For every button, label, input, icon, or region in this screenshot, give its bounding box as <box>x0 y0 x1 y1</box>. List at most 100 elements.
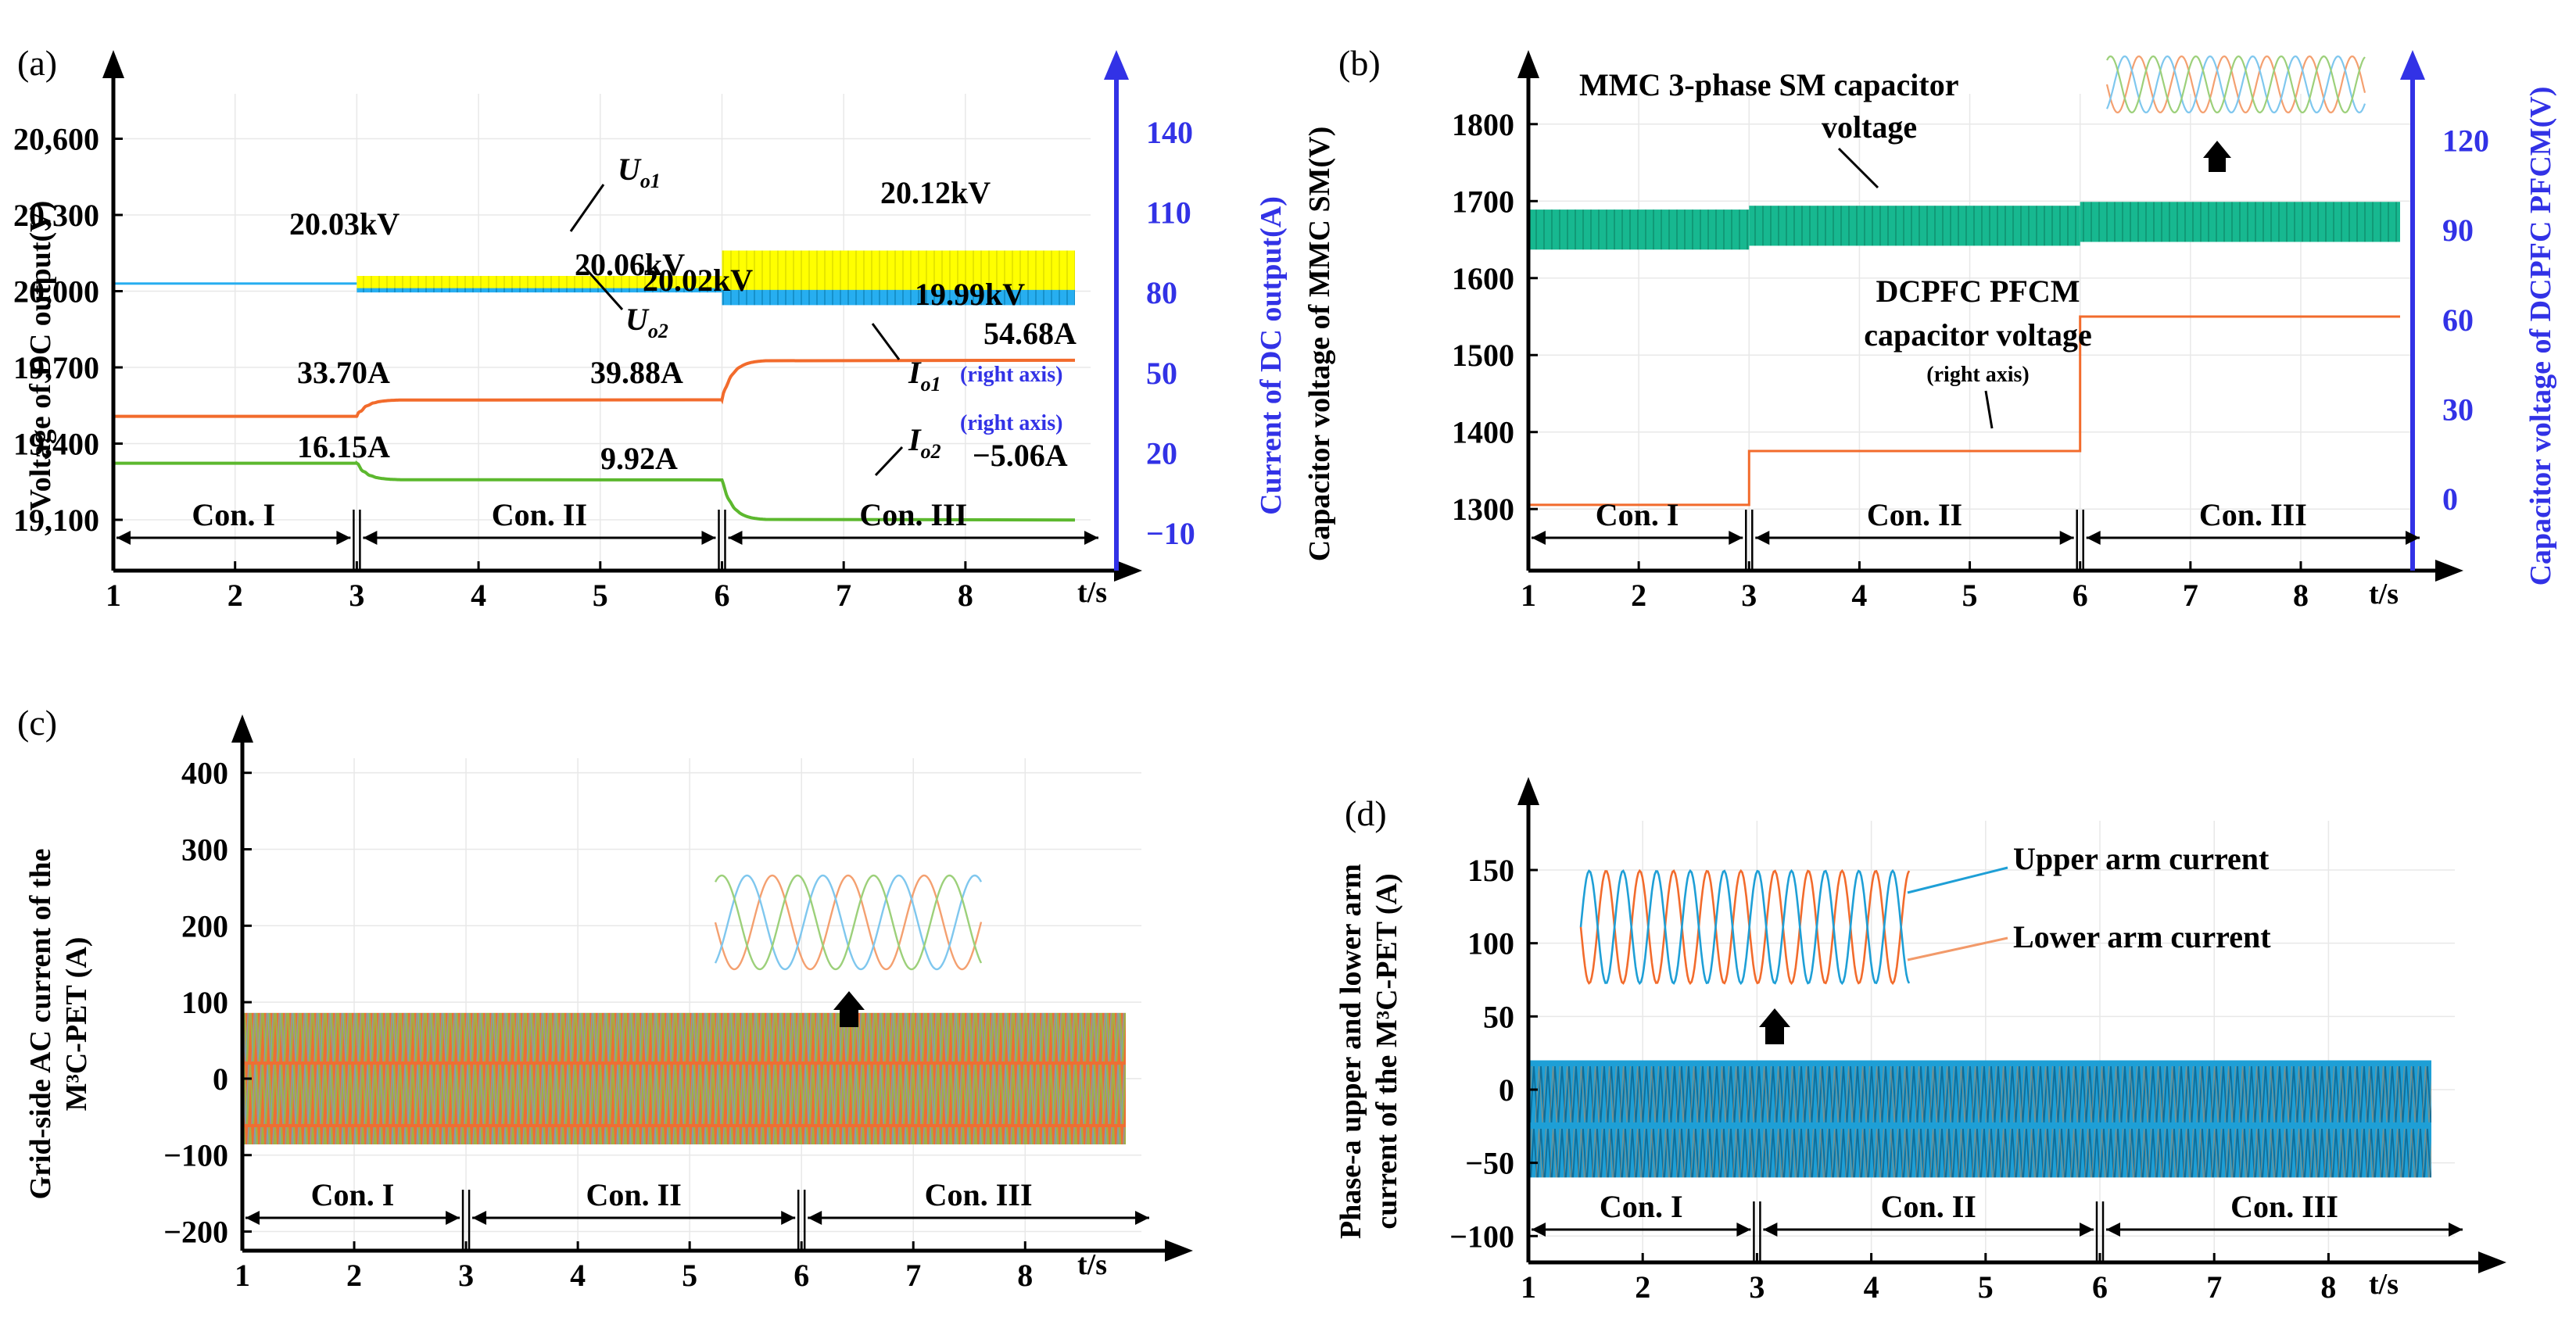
annot-a-33-70a: 33.70A <box>297 355 390 390</box>
x-tick-c-3: 3 <box>458 1258 474 1293</box>
inset-b-wave-1 <box>2105 55 2366 114</box>
x-tick-a-8: 8 <box>958 578 973 613</box>
y2-tick-a-3: 50 <box>1146 356 1177 391</box>
y-tick-b-5: 1300 <box>1452 492 1514 527</box>
annot-a-20-02kv: 20.02kV <box>643 263 753 298</box>
y2-tick-b-0: 120 <box>2442 123 2489 158</box>
panel-a-ticks: 1 2 3 4 5 6 7 8 20,600 20,300 20,000 19,700 19,400 19… <box>13 115 1195 613</box>
con-arrow-left-d-0 <box>1532 1223 1546 1237</box>
y-tick-a-3: 19,700 <box>13 350 99 385</box>
y-tick-d-2: 50 <box>1483 999 1514 1034</box>
y2-tick-b-4: 0 <box>2442 482 2458 517</box>
series-uo2-band-con3 <box>722 289 1075 306</box>
annot-a-uo1-leader <box>569 184 605 232</box>
panel-c-conditions: Con. I Con. II Con. III <box>245 1177 1149 1251</box>
x-tick-a-3: 3 <box>349 578 364 613</box>
x-tick-a-7: 7 <box>836 578 851 613</box>
series-pfcm-voltage <box>1528 315 2400 507</box>
panel-b-conditions: Con. I Con. II Con. III <box>1532 497 2420 571</box>
y-tick-a-4: 19,400 <box>13 427 99 462</box>
panel-d-ylabel-line2: current of the M³C-PET (A) <box>1370 873 1403 1229</box>
y-tick-a-5: 19,100 <box>13 503 99 538</box>
x-tick-d-2: 2 <box>1635 1269 1650 1305</box>
panel-b-ticks: 1 2 3 4 5 6 7 8 1800 1700 1600 1500 1400 1300 120 90 60 3… <box>1452 107 2489 613</box>
y2-axis-arrowhead-a <box>1104 50 1129 80</box>
panel-b-ylabel: Capacitor voltage of MMC SM(V) <box>1303 127 1336 562</box>
annot-a-9-92a: 9.92A <box>600 441 678 476</box>
annot-a-20-03kv: 20.03kV <box>289 206 399 242</box>
y-tick-a-2: 20,000 <box>13 274 99 310</box>
y2-tick-b-1: 90 <box>2442 213 2474 248</box>
series-grid-current-band <box>242 1012 1126 1145</box>
annot-b-pfcm-line3: (right axis) <box>1926 363 2029 387</box>
panel-a: (a) 1 2 3 4 5 6 7 8 20,600 20,300 20,000 19,700 19,4… <box>13 43 1288 613</box>
y2-tick-a-2: 80 <box>1146 275 1177 310</box>
con-arrow-right-c-0 <box>446 1211 460 1225</box>
annot-a-io2-right-axis: (right axis) <box>960 411 1062 435</box>
annot-a-20-12kv: 20.12kV <box>880 175 991 210</box>
annot-a-io2-symbol: I <box>908 422 922 457</box>
x-tick-d-7: 7 <box>2206 1269 2222 1305</box>
annot-a-io2-sub: o2 <box>921 440 941 463</box>
con-arrow-right-c-1 <box>781 1211 796 1225</box>
series-uo1-band-con2 <box>356 276 722 292</box>
con-arrow-left-b-1 <box>1755 531 1770 545</box>
con-arrow-left-c-2 <box>808 1211 822 1225</box>
x-tick-b-5: 5 <box>1962 578 1978 613</box>
annot-a-19-99kv: 19.99kV <box>915 277 1025 312</box>
x-tick-c-1: 1 <box>235 1258 250 1293</box>
y-tick-c-1: 300 <box>181 832 228 867</box>
y-tick-c-4: 0 <box>213 1062 228 1097</box>
con-label-b-0: Con. I <box>1596 497 1679 532</box>
annot-b-pfcm-line1: DCPFC PFCM <box>1876 274 2080 309</box>
con-label-a-1: Con. II <box>492 497 587 532</box>
panel-d-ticks: 1 2 3 4 5 6 7 8 150 100 50 0 −50 −100 <box>1449 853 2336 1305</box>
x-axis-arrowhead-d <box>2478 1251 2506 1273</box>
panel-d-conditions: Con. I Con. II Con. III <box>1532 1189 2463 1262</box>
up-arrow-icon <box>2203 141 2231 172</box>
series-io1 <box>113 358 1076 418</box>
annot-a-io1-symbol: I <box>908 355 922 390</box>
y-tick-c-0: 400 <box>181 756 228 791</box>
con-arrow-left-c-1 <box>472 1211 487 1225</box>
x-tick-b-3: 3 <box>1741 578 1757 613</box>
con-arrow-left-a-2 <box>728 531 743 545</box>
con-label-d-2: Con. III <box>2230 1189 2338 1224</box>
series-mmc-band-con2 <box>1749 206 2080 246</box>
y-tick-b-1: 1700 <box>1452 184 1514 219</box>
annot-a-io2-leader <box>874 446 904 477</box>
annot-a-io2: Io2 <box>908 422 941 463</box>
con-arrow-left-c-0 <box>245 1211 260 1225</box>
x-tick-d-3: 3 <box>1749 1269 1765 1305</box>
y-axis-arrowhead-a <box>102 50 124 78</box>
x-tick-b-7: 7 <box>2183 578 2198 613</box>
x-tick-d-1: 1 <box>1521 1269 1536 1305</box>
panel-c-grid <box>242 758 1141 1251</box>
panel-d-ylabel-line1: Phase-a upper and lower arm <box>1335 864 1367 1239</box>
x-tick-b-4: 4 <box>1851 578 1867 613</box>
con-arrow-right-a-1 <box>701 531 716 545</box>
y-tick-c-3: 100 <box>181 985 228 1020</box>
panel-a-label: (a) <box>17 43 57 83</box>
annot-a-uo1-sub: o1 <box>640 170 661 192</box>
x-tick-a-6: 6 <box>714 578 729 613</box>
panel-c: (c) 1 2 3 4 5 6 7 8 400 300 200 100 0 −100 −200 Con. I… <box>17 703 1193 1293</box>
series-uo1-band-con3 <box>722 250 1075 293</box>
annot-a-uo2-sub: o2 <box>648 320 668 342</box>
con-arrow-right-d-2 <box>2449 1223 2463 1237</box>
x-tick-d-8: 8 <box>2320 1269 2336 1305</box>
inset-d-wave-1 <box>1579 868 1911 986</box>
panel-c-label: (c) <box>17 703 57 743</box>
annot-b-mmc-line2: voltage <box>1822 109 1917 145</box>
y-tick-d-3: 0 <box>1499 1072 1514 1108</box>
inset-b-wave-0 <box>2105 55 2366 114</box>
annot-b-mmc-line1: MMC 3-phase SM capacitor <box>1579 67 1958 102</box>
panel-d-series <box>1528 1060 2431 1178</box>
y-tick-b-0: 1800 <box>1452 107 1514 142</box>
y-axis-arrowhead-b <box>1517 50 1539 78</box>
con-label-d-0: Con. I <box>1600 1189 1683 1224</box>
x-axis-arrowhead-a <box>1114 560 1142 582</box>
con-label-c-2: Con. III <box>925 1177 1033 1212</box>
con-arrow-left-b-2 <box>2086 531 2101 545</box>
